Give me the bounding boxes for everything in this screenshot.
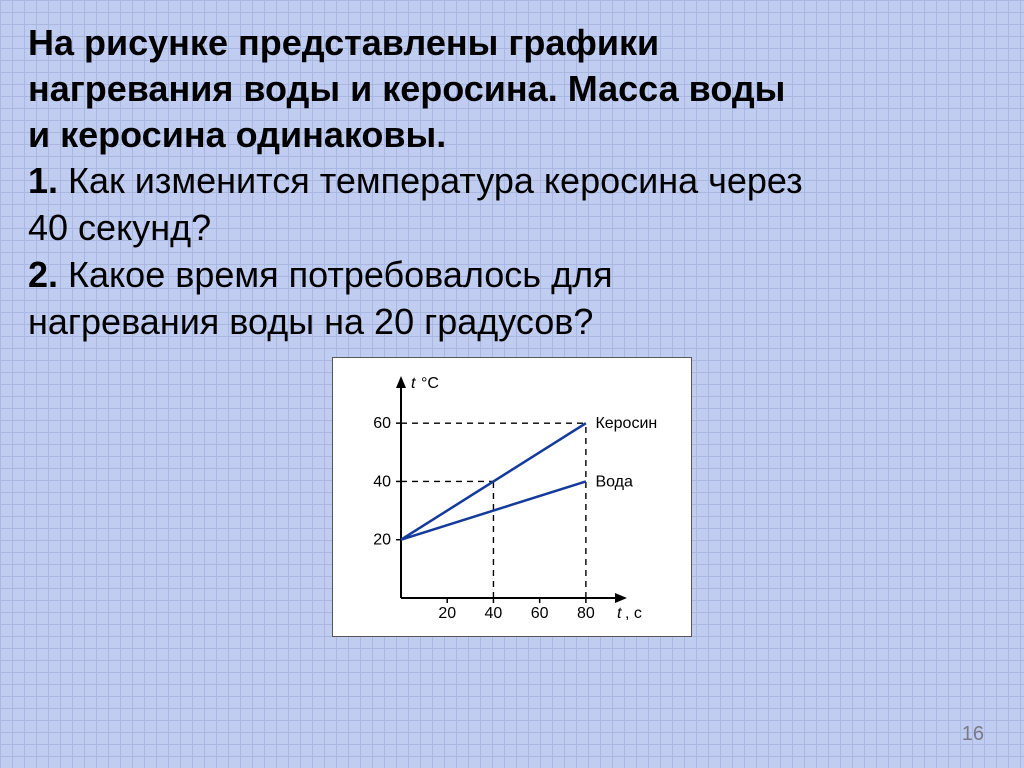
svg-text:Керосин: Керосин [595, 416, 657, 433]
svg-text:40: 40 [373, 474, 391, 491]
question-1-line-a: 1. Как изменится температура керосина че… [28, 158, 996, 205]
question-1-line-b: 40 секунд? [28, 205, 996, 252]
svg-text:20: 20 [438, 605, 456, 622]
svg-text:t: t [617, 605, 622, 622]
question-2-text-a: Какое время потребовалось для [58, 254, 613, 295]
svg-text:Вода: Вода [595, 474, 633, 491]
svg-text:60: 60 [531, 605, 549, 622]
question-1-number: 1. [28, 160, 58, 201]
svg-text:80: 80 [577, 605, 595, 622]
question-2-number: 2. [28, 254, 58, 295]
question-2-line-b: нагревания воды на 20 градусов? [28, 299, 996, 346]
question-1-text-a: Как изменится температура керосина через [58, 160, 803, 201]
title-line-1: На рисунке представлены графики [28, 20, 996, 66]
title-line-3: и керосина одинаковы. [28, 112, 996, 158]
svg-text:t: t [411, 375, 416, 392]
page-number: 16 [962, 723, 984, 746]
svg-text:, с: , с [625, 605, 642, 622]
svg-text:20: 20 [373, 532, 391, 549]
svg-text:60: 60 [373, 416, 391, 433]
content-block: На рисунке представлены графики нагреван… [0, 0, 1024, 657]
chart-container: t °Ct, с20406080204060КеросинВода [332, 357, 692, 637]
title-line-2: нагревания воды и керосина. Масса воды [28, 66, 996, 112]
svg-text:°C: °C [421, 375, 439, 392]
question-2-line-a: 2. Какое время потребовалось для [28, 252, 996, 299]
line-chart: t °Ct, с20406080204060КеросинВода [339, 364, 687, 630]
svg-text:40: 40 [485, 605, 503, 622]
